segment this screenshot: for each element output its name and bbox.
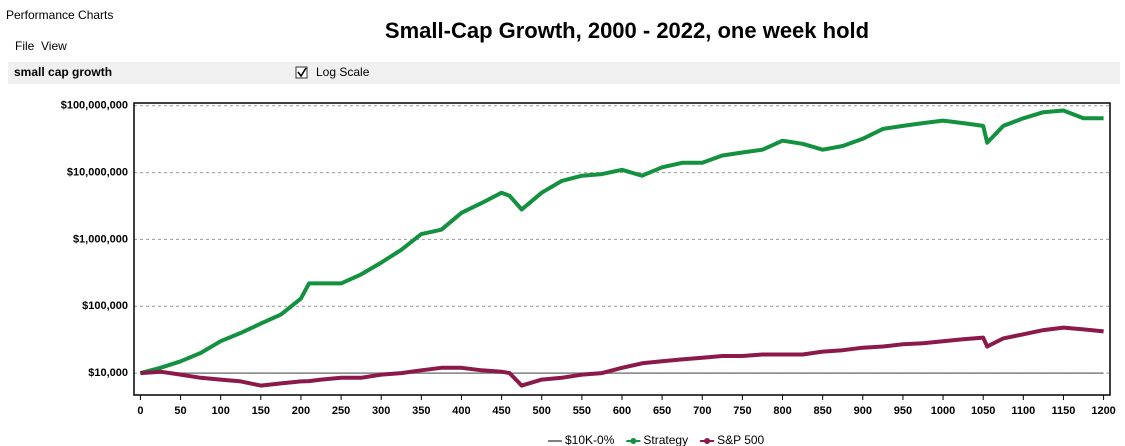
- x-tick-label: 50: [174, 405, 186, 417]
- checkmark: [297, 67, 307, 78]
- x-tick-label: 1050: [971, 405, 995, 417]
- x-tick-label: 500: [533, 405, 551, 417]
- x-tick-label: 1100: [1011, 405, 1035, 417]
- panel-label: small cap growth: [14, 65, 112, 79]
- legend-label: $10K-0%: [565, 433, 615, 446]
- x-tick-label: 850: [813, 405, 831, 417]
- panel-bar: [8, 62, 1120, 84]
- x-tick-label: 650: [653, 405, 671, 417]
- x-tick-label: 950: [894, 405, 912, 417]
- x-tick-label: 800: [773, 405, 791, 417]
- legend-label: S&P 500: [717, 433, 764, 446]
- y-tick-label: $10,000: [88, 367, 128, 379]
- x-tick-label: 200: [292, 405, 310, 417]
- checkbox-label[interactable]: Log Scale: [316, 65, 370, 79]
- legend-marker: [630, 438, 637, 444]
- legend-marker: [704, 438, 711, 444]
- x-tick-label: 450: [492, 405, 510, 417]
- chart-title: Small-Cap Growth, 2000 - 2022, one week …: [385, 18, 869, 43]
- x-tick-label: 300: [372, 405, 390, 417]
- x-tick-label: 550: [573, 405, 591, 417]
- legend-label: Strategy: [643, 433, 688, 446]
- checkbox[interactable]: [295, 66, 308, 79]
- x-tick-label: 100: [212, 405, 230, 417]
- x-tick-label: 700: [693, 405, 711, 417]
- x-tick-label: 400: [452, 405, 470, 417]
- x-tick-label: 250: [332, 405, 350, 417]
- y-tick-label: $100,000,000: [61, 100, 128, 112]
- x-tick-label: 350: [412, 405, 430, 417]
- y-tick-label: $100,000: [82, 300, 128, 312]
- x-tick-label: 1200: [1091, 405, 1115, 417]
- x-tick-label: 600: [613, 405, 631, 417]
- x-tick-label: 750: [733, 405, 751, 417]
- x-tick-label: 1000: [931, 405, 955, 417]
- x-tick-label: 1150: [1052, 405, 1076, 417]
- x-tick-label: 0: [137, 405, 143, 417]
- menu-view[interactable]: View: [41, 39, 67, 53]
- plot-frame: [133, 102, 1111, 396]
- y-tick-label: $10,000,000: [67, 167, 128, 179]
- window-title: Performance Charts: [6, 8, 113, 22]
- y-tick-label: $1,000,000: [73, 233, 128, 245]
- x-tick-label: 900: [854, 405, 872, 417]
- menu-file[interactable]: File: [15, 39, 35, 53]
- chart-panel: [8, 86, 1120, 446]
- series-line: [139, 108, 1104, 376]
- x-tick-label: 150: [252, 405, 270, 417]
- series-line: [140, 325, 1104, 388]
